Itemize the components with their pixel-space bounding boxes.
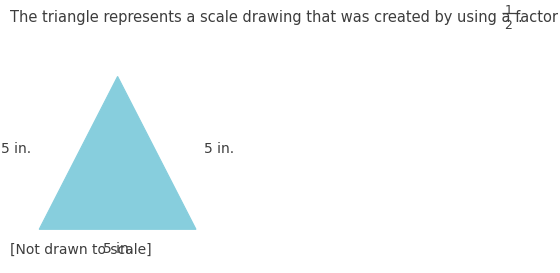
Text: 5 in.: 5 in. [102, 242, 133, 256]
Text: [Not drawn to scale]: [Not drawn to scale] [10, 243, 152, 257]
Text: .: . [517, 10, 522, 25]
Text: 2: 2 [505, 19, 512, 32]
Text: The triangle represents a scale drawing that was created by using a factor of: The triangle represents a scale drawing … [10, 10, 560, 25]
Text: 5 in.: 5 in. [204, 142, 235, 156]
Polygon shape [39, 76, 196, 229]
Text: 1: 1 [505, 4, 512, 17]
Text: 5 in.: 5 in. [1, 142, 31, 156]
